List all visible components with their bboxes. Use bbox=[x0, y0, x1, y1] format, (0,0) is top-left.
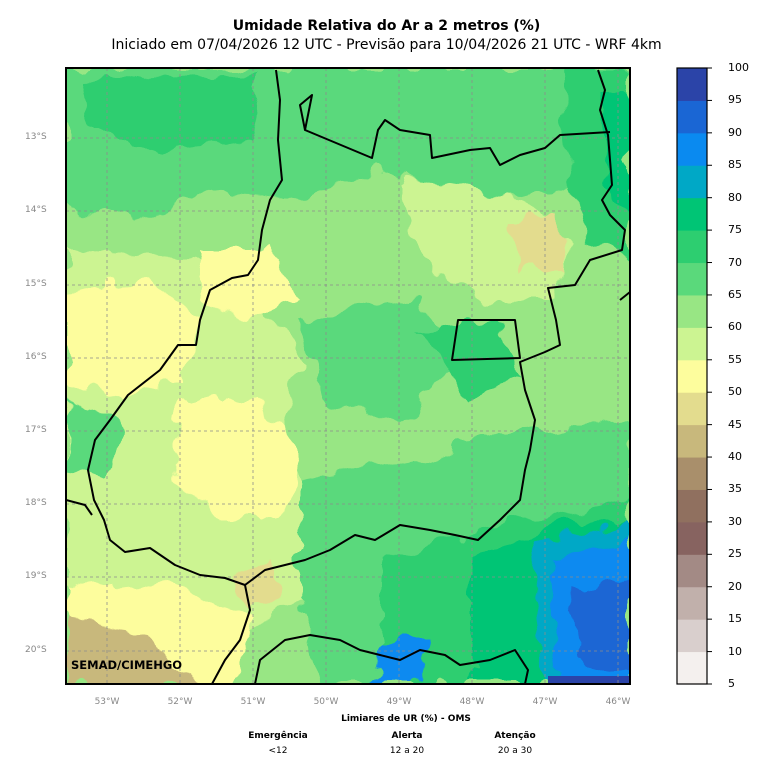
colorbar-tick-label: 90 bbox=[728, 125, 742, 139]
lat-label: 20°S bbox=[25, 645, 47, 655]
lat-label: 14°S bbox=[25, 205, 47, 215]
state-borders bbox=[66, 69, 630, 684]
colorbar-tick-label: 65 bbox=[728, 287, 742, 301]
threshold-alert: Alerta 12 a 20 bbox=[347, 731, 467, 756]
colorbar-tick-label: 5 bbox=[728, 677, 735, 690]
colorbar-segment bbox=[677, 586, 707, 620]
colorbar-segment bbox=[677, 489, 707, 523]
colorbar-segment bbox=[677, 554, 707, 588]
lat-label: 19°S bbox=[25, 571, 47, 581]
colorbar-frame bbox=[676, 67, 708, 685]
colorbar-tick-label: 10 bbox=[728, 644, 742, 658]
colorbar-tick-label: 15 bbox=[728, 612, 742, 626]
threshold-emergency: Emergência <12 bbox=[218, 731, 338, 756]
threshold-label: Emergência bbox=[248, 731, 308, 741]
colorbar-tick-label: 80 bbox=[728, 190, 742, 204]
colorbar-tick-label: 50 bbox=[728, 385, 742, 399]
map-gridlines bbox=[66, 68, 630, 684]
colorbar-tick-label: 25 bbox=[728, 547, 742, 561]
lon-label: 47°W bbox=[532, 697, 558, 707]
thresholds-title: Limiares de UR (%) - OMS bbox=[341, 714, 471, 724]
colorbar-segment bbox=[677, 100, 707, 134]
lon-label: 49°W bbox=[386, 697, 412, 707]
threshold-attention: Atenção 20 a 30 bbox=[455, 731, 575, 756]
colorbar-segment bbox=[677, 359, 707, 393]
lat-label: 15°S bbox=[25, 279, 47, 289]
lat-label: 16°S bbox=[25, 352, 47, 362]
colorbar-segment bbox=[677, 424, 707, 458]
colorbar-tick-label: 60 bbox=[728, 320, 742, 334]
colorbar-tick-label: 70 bbox=[728, 255, 742, 269]
colorbar-tick-label: 85 bbox=[728, 158, 742, 172]
lon-label: 48°W bbox=[459, 697, 485, 707]
colorbar-segment bbox=[677, 132, 707, 166]
lat-label: 17°S bbox=[25, 425, 47, 435]
threshold-range: 12 a 20 bbox=[389, 746, 425, 756]
colorbar-segment bbox=[677, 165, 707, 199]
lon-label: 50°W bbox=[313, 697, 339, 707]
colorbar-segment bbox=[677, 68, 707, 101]
lat-label: 13°S bbox=[25, 132, 47, 142]
lat-label: 18°S bbox=[25, 498, 47, 508]
chart-title: Umidade Relativa do Ar a 2 metros (%) bbox=[232, 18, 541, 34]
colorbar-tick-label: 30 bbox=[728, 514, 742, 528]
lon-label: 51°W bbox=[240, 697, 266, 707]
colorbar-segment bbox=[677, 230, 707, 264]
colorbar bbox=[677, 67, 712, 685]
colorbar-segment bbox=[677, 327, 707, 361]
colorbar-segment bbox=[677, 392, 707, 426]
threshold-range: <12 bbox=[268, 746, 288, 756]
chart-subtitle: Iniciado em 07/04/2026 12 UTC - Previsão… bbox=[111, 37, 662, 53]
colorbar-tick-label: 55 bbox=[728, 352, 742, 366]
colorbar-tick-label: 40 bbox=[728, 450, 742, 464]
lon-label: 46°W bbox=[605, 697, 631, 707]
colorbar-segment bbox=[677, 619, 707, 653]
map-credit: SEMAD/CIMEHGO bbox=[71, 658, 183, 672]
threshold-label: Alerta bbox=[391, 731, 423, 741]
colorbar-segment bbox=[677, 651, 707, 685]
lon-label: 53°W bbox=[94, 697, 120, 707]
colorbar-tick-label: 95 bbox=[728, 93, 742, 107]
colorbar-segment bbox=[677, 262, 707, 296]
threshold-label: Atenção bbox=[494, 731, 536, 741]
colorbar-segment bbox=[677, 294, 707, 328]
lon-label: 52°W bbox=[167, 697, 193, 707]
colorbar-segment bbox=[677, 197, 707, 231]
map-frame bbox=[65, 67, 631, 685]
humidity-field bbox=[66, 68, 630, 684]
colorbar-tick-label: 75 bbox=[728, 223, 742, 237]
colorbar-tick-label: 45 bbox=[728, 417, 742, 431]
colorbar-segment bbox=[677, 521, 707, 555]
colorbar-tick-label: 100 bbox=[728, 61, 749, 74]
threshold-range: 20 a 30 bbox=[497, 746, 533, 756]
colorbar-tick-label: 35 bbox=[728, 482, 742, 496]
colorbar-segment bbox=[677, 457, 707, 490]
colorbar-tick-label: 20 bbox=[728, 579, 742, 593]
